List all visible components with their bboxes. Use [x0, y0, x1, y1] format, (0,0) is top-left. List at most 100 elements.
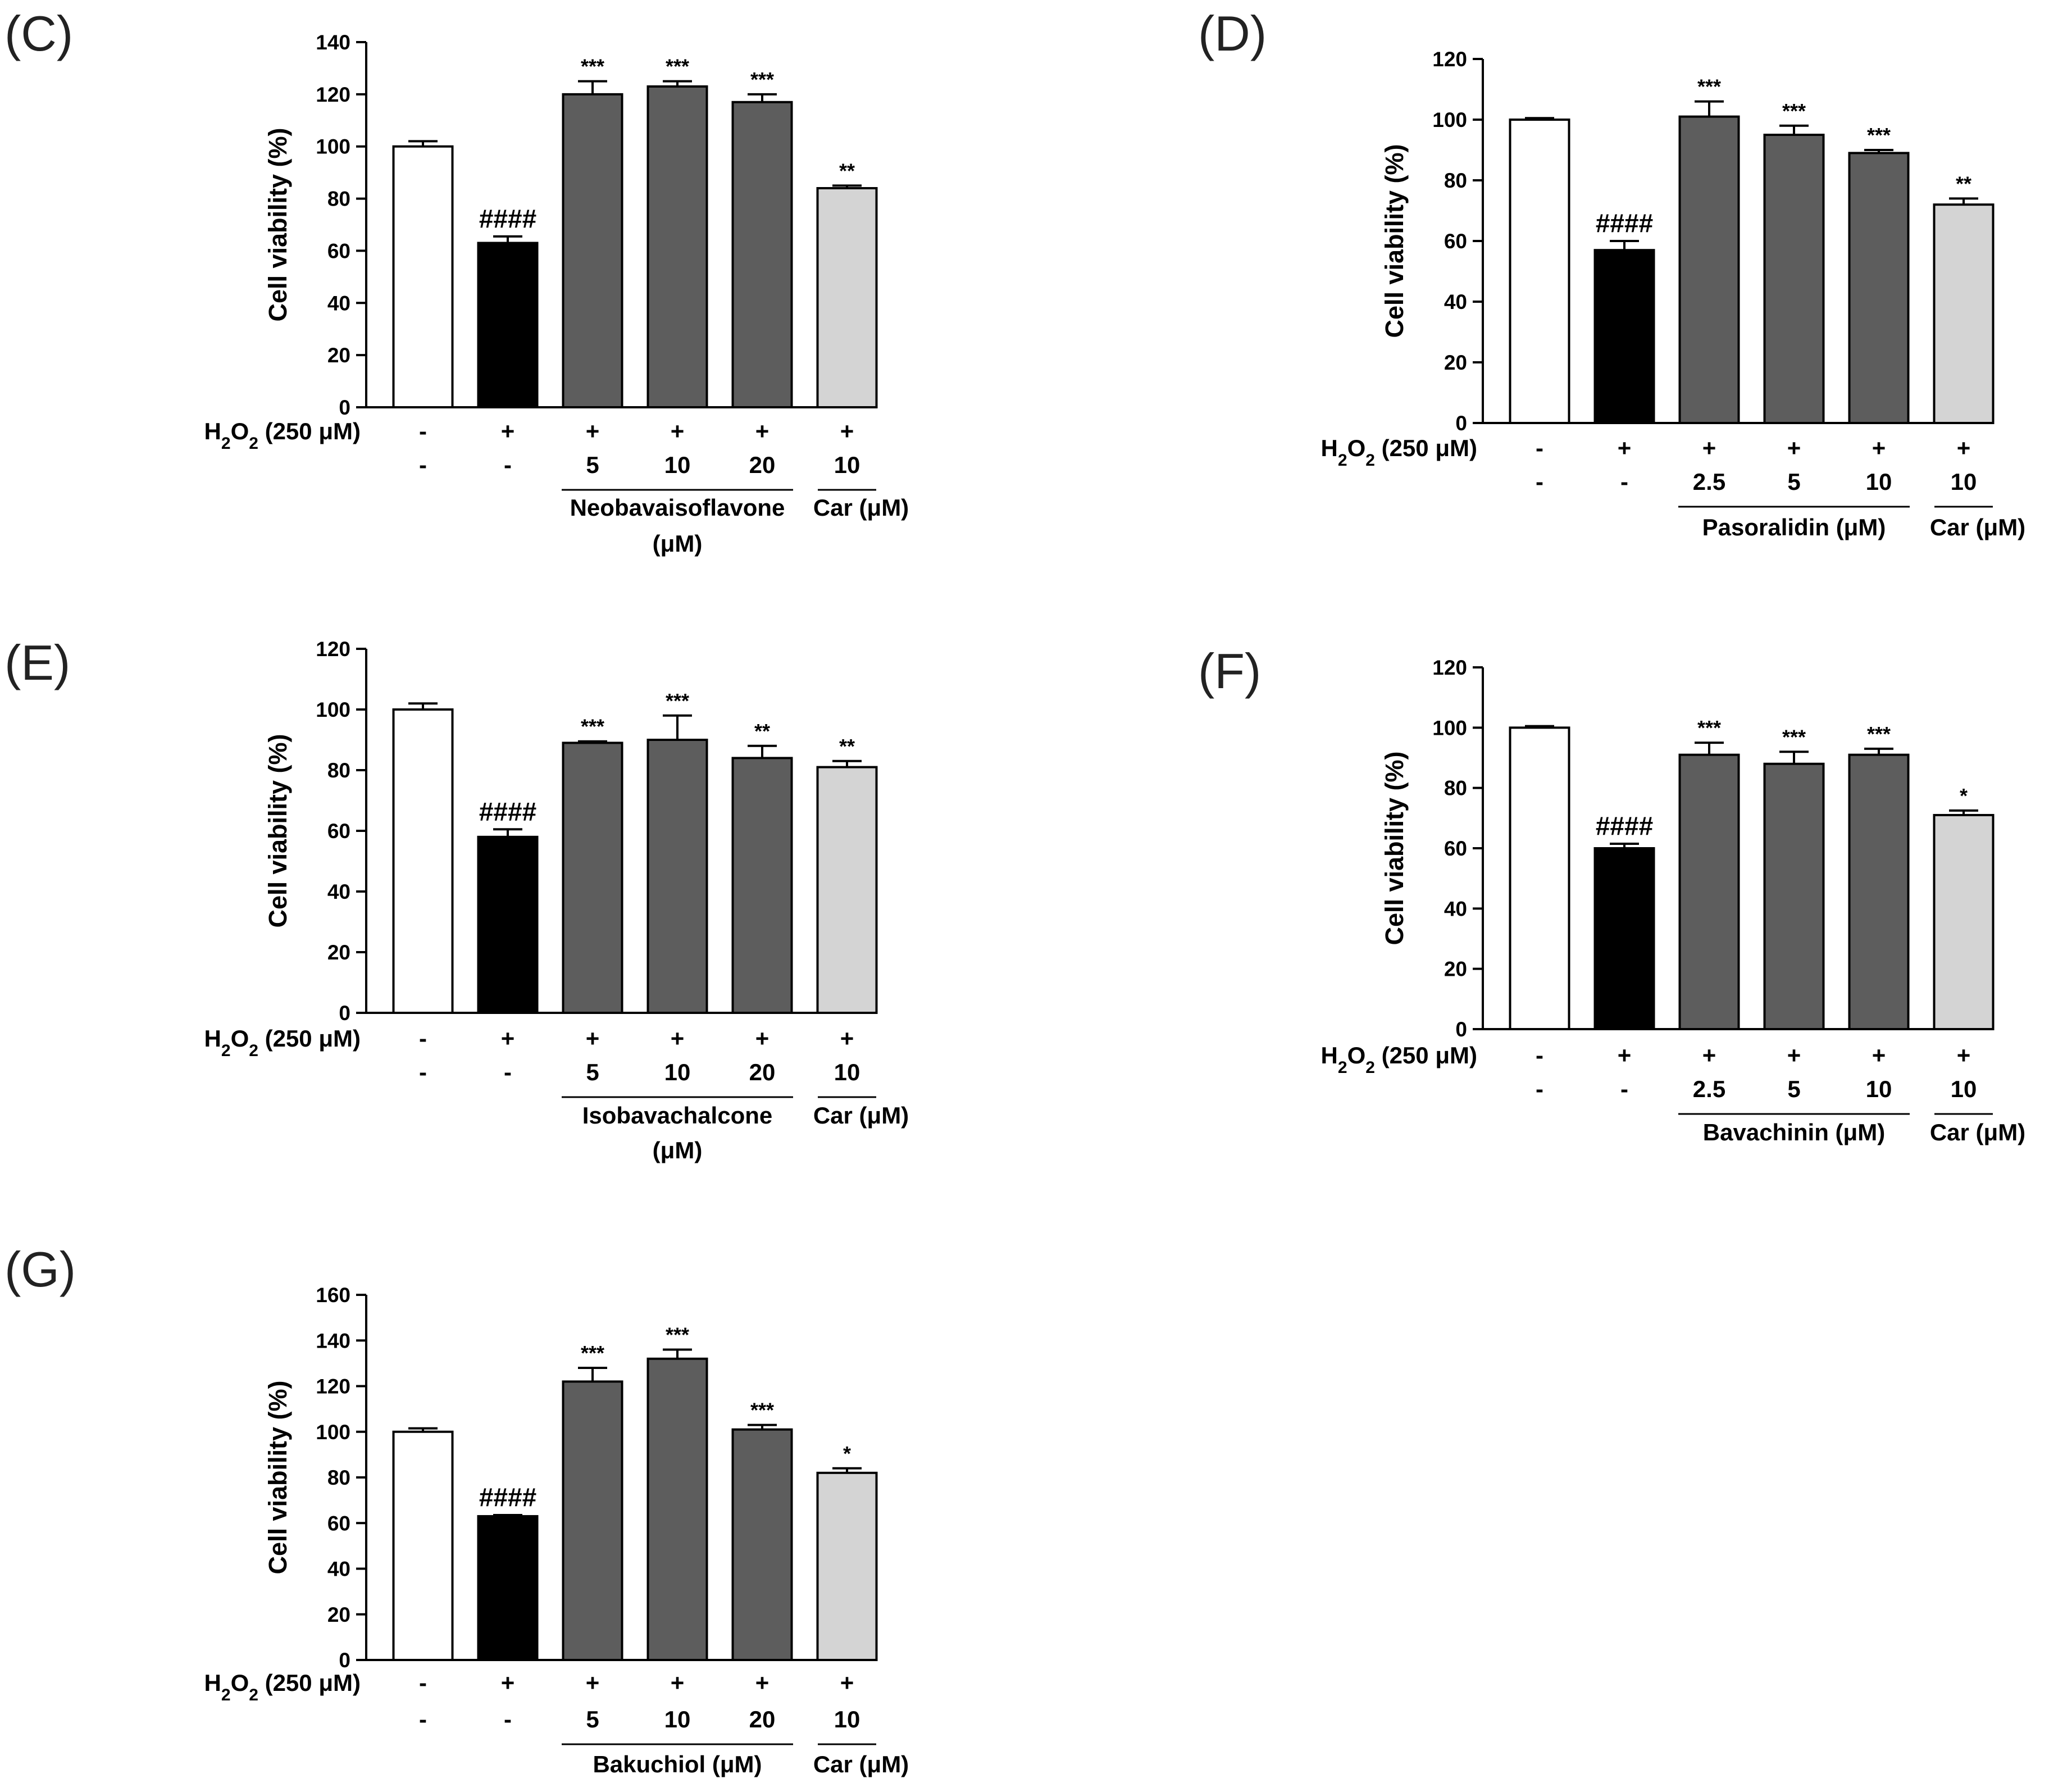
h2o2-treatment-mark: +: [840, 1025, 854, 1052]
bar-6: [816, 1471, 878, 1661]
significance-star-label: ***: [1782, 99, 1806, 122]
bar-3: [562, 1380, 623, 1661]
y-tick-label: 20: [327, 344, 350, 367]
h2o2-treatment-mark: +: [671, 1025, 685, 1052]
car-label: Car (μM): [813, 494, 909, 521]
car-label: Car (μM): [813, 1102, 909, 1129]
y-tick-label: 20: [327, 1603, 350, 1626]
dose-label: 10: [664, 452, 691, 478]
h2o2-treatment-mark: +: [501, 1670, 515, 1696]
h2o2-treatment-mark: +: [840, 1670, 854, 1696]
panel-label: (G): [4, 1241, 76, 1297]
dose-label: -: [504, 452, 512, 478]
significance-star-label: *: [843, 1442, 851, 1465]
dose-label: -: [1620, 1076, 1628, 1102]
h2o2-treatment-mark: +: [1787, 1042, 1801, 1068]
bar-1: [1509, 119, 1570, 424]
h2o2-treatment-mark: +: [671, 418, 685, 444]
compound-label: Neobavaisoflavone: [570, 494, 785, 521]
bar-2: [1593, 847, 1655, 1030]
chart-panel-g: (G) Cell viability (%) 0 20 40 60 80 100 120 140 1…: [4, 1241, 909, 1777]
chart-panel-d: (D) Cell viability (%) 0 20 40 60 80 100 120 - - ##…: [1198, 6, 2025, 540]
h2o2-treatment-mark: +: [840, 418, 854, 444]
h2o2-treatment-mark: +: [755, 1670, 769, 1696]
y-tick-label: 60: [327, 239, 350, 262]
h2o2-treatment-mark: +: [1618, 1042, 1632, 1068]
h2o2-treatment-mark: +: [671, 1670, 685, 1696]
y-tick-label: 20: [327, 941, 350, 964]
y-tick-label: 60: [1444, 837, 1467, 860]
y-tick-label: 80: [327, 188, 350, 211]
y-tick-label: 100: [316, 698, 350, 721]
significance-hash-label: ####: [479, 1482, 536, 1512]
significance-star-label: *: [1960, 784, 1968, 807]
dose-label: 10: [834, 1706, 860, 1732]
h2o2-treatment-mark: +: [1787, 435, 1801, 461]
y-axis-label: Cell viability (%): [1380, 751, 1409, 945]
dose-label: -: [419, 1059, 427, 1085]
h2o2-treatment-mark: +: [586, 418, 600, 444]
y-tick-label: 100: [316, 1421, 350, 1444]
y-tick-label: 0: [339, 396, 350, 419]
dose-label: -: [419, 452, 427, 478]
dose-label: -: [1536, 469, 1543, 495]
bar-6: [816, 766, 878, 1014]
panel-label: (D): [1198, 6, 1267, 61]
y-tick-label: 140: [316, 31, 350, 54]
h2o2-treatment-mark: +: [755, 1025, 769, 1052]
dose-label: 2.5: [1693, 1076, 1725, 1102]
y-tick-label: 100: [1432, 716, 1467, 739]
compound-label: Isobavachalcone: [582, 1102, 772, 1129]
bar-2: [1593, 249, 1655, 424]
chart-panel-c: (C) Cell viability (%) 0 20 40 60 80 100 120 140 -…: [4, 6, 909, 557]
panel-label: (C): [4, 6, 73, 61]
bar-5: [731, 757, 793, 1015]
y-axis-label: Cell viability (%): [263, 1380, 292, 1574]
h2o2-treatment-mark: +: [501, 1025, 515, 1052]
bar-3: [562, 742, 623, 1015]
h2o2-treatment-mark: -: [1536, 1042, 1543, 1068]
h2o2-treatment-mark: +: [586, 1025, 600, 1052]
chart-panel-e: (E) Cell viability (%) 0 20 40 60 80 100 120 - - ##…: [4, 635, 909, 1163]
dose-label: -: [504, 1706, 512, 1732]
h2o2-treatment-mark: +: [1872, 435, 1886, 461]
significance-star-label: ***: [750, 68, 774, 91]
y-tick-label: 120: [316, 83, 350, 106]
dose-label: 20: [749, 452, 776, 478]
dose-label: 5: [1787, 1076, 1800, 1102]
h2o2-treatment-mark: +: [1618, 435, 1632, 461]
compound-unit-label: (μM): [653, 530, 703, 557]
dose-label: 20: [749, 1059, 776, 1085]
h2o2-treatment-mark: +: [1957, 1042, 1971, 1068]
dose-label: 10: [834, 1059, 860, 1085]
y-tick-label: 0: [1455, 1018, 1467, 1041]
y-tick-label: 80: [327, 1466, 350, 1489]
dose-label: 10: [1951, 469, 1977, 495]
dose-label: 10: [664, 1059, 691, 1085]
y-tick-label: 0: [339, 1649, 350, 1672]
h2o2-treatment-mark: +: [501, 418, 515, 444]
bar-6: [1933, 813, 1995, 1030]
dose-label: 5: [1787, 469, 1800, 495]
bar-6: [1933, 203, 1995, 424]
y-tick-label: 100: [1432, 108, 1467, 131]
bar-4: [646, 1357, 708, 1661]
significance-hash-label: ####: [1596, 811, 1653, 840]
h2o2-row-label: H2O2 (250 μM): [204, 1025, 361, 1060]
h2o2-row-label: H2O2 (250 μM): [204, 418, 361, 453]
bar-3: [1678, 753, 1740, 1030]
h2o2-treatment-mark: -: [1536, 435, 1543, 461]
dose-label: 10: [1866, 469, 1892, 495]
y-tick-label: 0: [339, 1002, 350, 1025]
bar-5: [731, 101, 793, 409]
compound-label: Bavachinin (μM): [1703, 1119, 1885, 1145]
h2o2-row-label: H2O2 (250 μM): [1321, 1042, 1477, 1077]
significance-star-label: ***: [666, 689, 689, 712]
panel-label: (F): [1198, 643, 1261, 699]
dose-label: 5: [586, 452, 599, 478]
bar-4: [646, 85, 708, 408]
y-tick-label: 120: [316, 638, 350, 661]
y-tick-label: 160: [316, 1284, 350, 1307]
significance-star-label: ***: [1867, 124, 1891, 147]
dose-label: -: [504, 1059, 512, 1085]
